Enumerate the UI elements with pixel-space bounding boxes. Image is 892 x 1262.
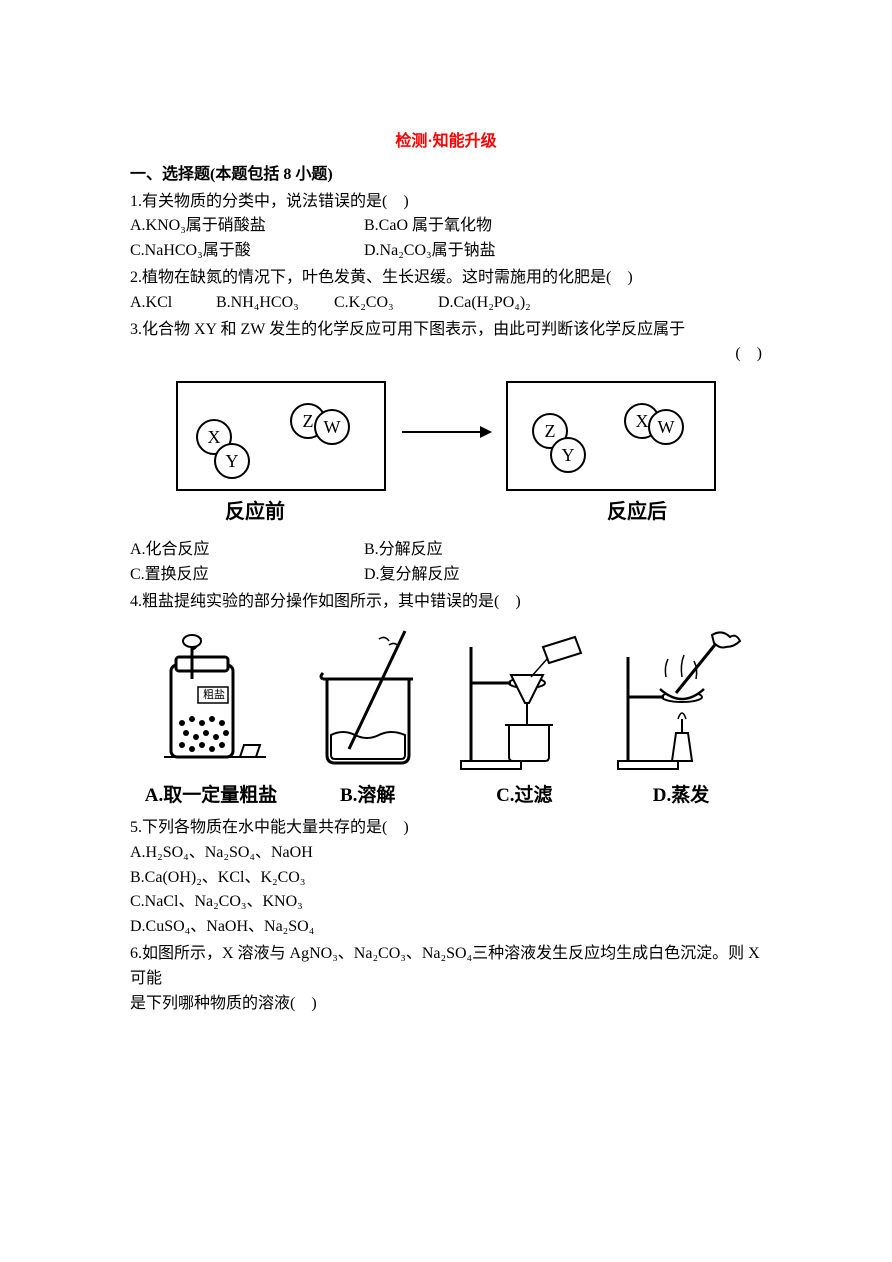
q2-options: A.KCl B.NH₄HCO₃ C.K₂CO₃ D.Ca(H₂PO₄)₂ [130,291,762,316]
q1-options: A.KNO₃属于硝酸盐 B.CaO 属于氧化物 [130,214,762,239]
apparatus-a: 粗盐 A.取一定量粗盐 [136,627,286,810]
q4-opt-b: B.溶解 [293,781,443,810]
atom-w: W [314,409,350,445]
apparatus-b: B.溶解 [293,627,443,810]
q1-opt-a: A.KNO₃属于硝酸盐 [130,214,360,239]
q4-opt-d: D.蒸发 [606,781,756,810]
q4-stem: 4.粗盐提纯实验的部分操作如图所示，其中错误的是( ) [130,590,762,615]
q5-opt-d: D.CuSO₄、NaOH、Na₂SO₄ [130,915,762,940]
q3-stem: 3.化合物 XY 和 ZW 发生的化学反应可用下图表示，由此可判断该化学反应属于 [130,318,762,343]
label-before: 反应前 [150,497,360,528]
q6-stem-1: 6.如图所示，X 溶液与 AgNO₃、Na₂CO₃、Na₂SO₄三种溶液发生反应… [130,942,762,992]
atom-y: Y [214,443,250,479]
q3-options: A.化合反应 B.分解反应 [130,538,762,563]
jar-label-text: 粗盐 [199,687,229,704]
q5-opt-b: B.Ca(OH)₂、KCl、K₂CO₃ [130,866,762,891]
q4-opt-c: C.过滤 [449,781,599,810]
evaporate-icon [606,627,756,777]
beaker-icon [293,627,443,777]
q1-opt-b: B.CaO 属于氧化物 [364,214,492,239]
q2-stem: 2.植物在缺氮的情况下，叶色发黄、生长迟缓。这时需施用的化肥是( ) [130,266,762,291]
q6-stem-2: 是下列哪种物质的溶液( ) [130,992,762,1017]
section-1-heading: 一、选择题(本题包括 8 小题) [130,163,762,188]
q4-diagram: 粗盐 A.取一定量粗盐 B.溶解 [136,627,756,810]
q3-diagram-labels: 反应前 反应后 [150,497,742,528]
label-after: 反应后 [532,497,742,528]
reaction-arrow [400,422,492,451]
apparatus-d: D.蒸发 [606,627,756,810]
q3-opt-a: A.化合反应 [130,538,360,563]
page-title: 检测·知能升级 [130,130,762,155]
q1-options-2: C.NaHCO₃属于酸 D.Na₂CO₃属于钠盐 [130,239,762,264]
reaction-after-box: Z Y X W [506,381,716,491]
arrow-icon [400,422,492,442]
q4-opt-a: A.取一定量粗盐 [136,781,286,810]
q2-opt-c: C.K₂CO₃ [334,291,434,316]
q1-opt-d: D.Na₂CO₃属于钠盐 [364,239,496,264]
q1-stem: 1.有关物质的分类中，说法错误的是( ) [130,190,762,215]
q3-paren-text: ( ) [735,342,762,367]
q5-opt-a: A.H₂SO₄、Na₂SO₄、NaOH [130,841,762,866]
q1-opt-c: C.NaHCO₃属于酸 [130,239,360,264]
q3-paren: ( ) [130,342,762,367]
q5-stem: 5.下列各物质在水中能大量共存的是( ) [130,816,762,841]
q5-opt-c: C.NaCl、Na₂CO₃、KNO₃ [130,890,762,915]
q3-opt-b: B.分解反应 [364,538,443,563]
q3-diagram: X Y Z W Z Y X W [150,381,742,491]
atom-y-2: Y [550,437,586,473]
reaction-before-box: X Y Z W [176,381,386,491]
q3-options-2: C.置换反应 D.复分解反应 [130,563,762,588]
q2-opt-b: B.NH₄HCO₃ [216,291,330,316]
q3-opt-d: D.复分解反应 [364,563,460,588]
q2-opt-d: D.Ca(H₂PO₄)₂ [438,291,531,316]
label-spacer [400,497,492,528]
atom-w-2: W [648,409,684,445]
filter-icon [449,627,599,777]
apparatus-c: C.过滤 [449,627,599,810]
q2-opt-a: A.KCl [130,291,212,316]
q3-opt-c: C.置换反应 [130,563,360,588]
